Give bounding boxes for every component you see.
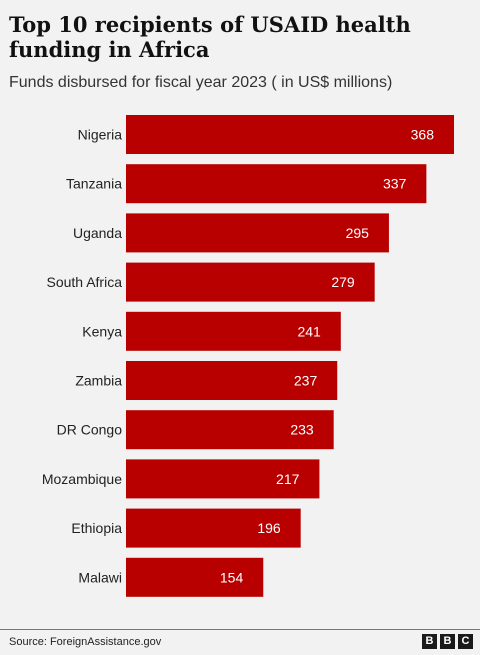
data-label: 368 (411, 127, 435, 143)
data-label: 217 (276, 471, 300, 487)
bar (126, 213, 389, 253)
data-label: 337 (383, 176, 407, 192)
category-label: South Africa (47, 274, 123, 290)
logo-letter: B (422, 634, 437, 649)
category-label: DR Congo (57, 422, 123, 438)
bar (126, 410, 334, 450)
logo-letter: B (440, 634, 455, 649)
category-label: Malawi (78, 569, 122, 585)
data-label: 237 (294, 373, 318, 389)
bar-chart: Nigeria 368 Tanzania 337 Uganda 295 South Afri… (42, 115, 454, 597)
source-note: Source: ForeignAssistance.gov (9, 636, 162, 648)
footer-divider (0, 629, 480, 630)
category-label: Ethiopia (71, 520, 122, 536)
category-label: Zambia (75, 373, 122, 389)
category-label: Uganda (73, 225, 122, 241)
bar (126, 459, 320, 499)
bar (126, 508, 301, 548)
chart-subtitle: Funds disbursed for fiscal year 2023 ( i… (9, 74, 393, 91)
category-label: Mozambique (42, 471, 122, 487)
logo-letter: C (458, 634, 473, 649)
data-label: 295 (346, 225, 370, 241)
bar (126, 262, 375, 302)
bar (126, 361, 338, 400)
data-label: 233 (290, 422, 314, 438)
category-label: Tanzania (66, 176, 122, 192)
data-label: 154 (220, 569, 244, 585)
bar (126, 164, 427, 204)
category-label: Kenya (82, 323, 122, 339)
bar (126, 115, 454, 154)
chart-title: Top 10 recipients of USAID health fundin… (9, 12, 411, 62)
bar (126, 311, 341, 351)
bbc-logo: B B C (422, 634, 473, 649)
data-label: 241 (297, 323, 321, 339)
bar (126, 557, 264, 597)
category-label: Nigeria (78, 127, 123, 143)
data-label: 279 (331, 274, 355, 290)
data-label: 196 (257, 520, 281, 536)
